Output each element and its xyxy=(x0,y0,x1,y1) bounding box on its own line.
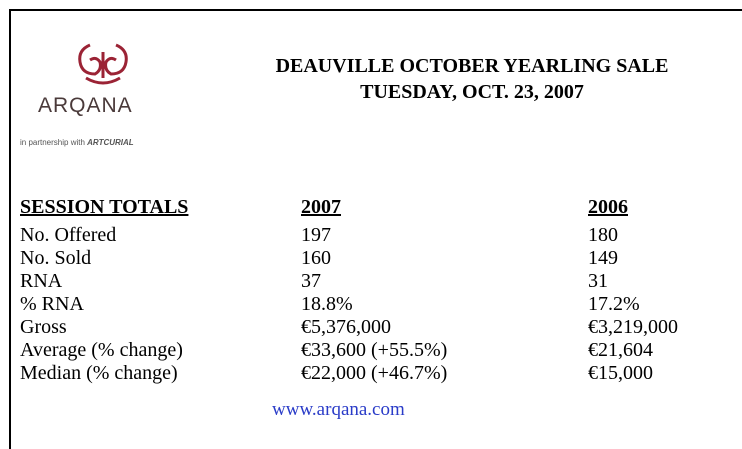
column-header: SESSION TOTALS xyxy=(20,196,189,218)
frame-left xyxy=(9,9,11,449)
cell-value: 17.2% xyxy=(588,293,640,315)
row-label: Median (% change) xyxy=(20,362,178,384)
logo-name: ARQANA xyxy=(38,94,133,117)
cell-value: 31 xyxy=(588,270,608,292)
row-label: No. Sold xyxy=(20,247,92,269)
cell-value: 37 xyxy=(301,270,321,292)
row-label: RNA xyxy=(20,270,63,292)
partner-prefix: in partnership with xyxy=(20,138,85,147)
cell-value: €3,219,000 xyxy=(588,316,678,338)
logo: ARQANA in partnership with ARTCURIAL xyxy=(20,30,185,155)
logo-symbol xyxy=(78,43,128,85)
cell-value: €5,376,000 xyxy=(301,316,391,338)
cell-value: 149 xyxy=(588,247,618,269)
column-header: 2007 xyxy=(301,196,341,218)
row-label: Average (% change) xyxy=(20,339,183,361)
cell-value: €15,000 xyxy=(588,362,653,384)
row-label: % RNA xyxy=(20,293,84,315)
row-label: No. Offered xyxy=(20,224,117,246)
cell-value: 160 xyxy=(301,247,331,269)
cell-value: €22,000 (+46.7%) xyxy=(301,362,448,384)
cell-value: 197 xyxy=(301,224,331,246)
partner-name: ARTCURIAL xyxy=(87,138,134,147)
cell-value: €33,600 (+55.5%) xyxy=(301,339,448,361)
cell-value: 180 xyxy=(588,224,618,246)
cell-value: €21,604 xyxy=(588,339,653,361)
column-header: 2006 xyxy=(588,196,628,218)
row-label: Gross xyxy=(20,316,67,338)
cell-value: 18.8% xyxy=(301,293,353,315)
footer-link[interactable]: www.arqana.com xyxy=(272,399,405,420)
logo-partner: in partnership with ARTCURIAL xyxy=(20,138,134,147)
subtitle: TUESDAY, OCT. 23, 2007 xyxy=(360,81,584,103)
title: DEAUVILLE OCTOBER YEARLING SALE xyxy=(275,55,669,77)
frame-top xyxy=(9,9,742,11)
